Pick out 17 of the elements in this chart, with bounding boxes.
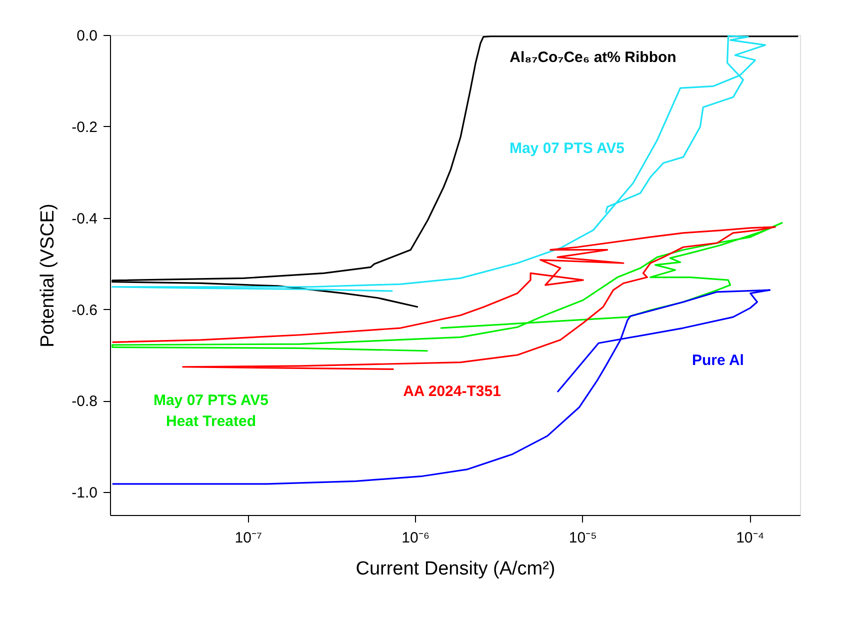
y-tick-label: -1.0 [72,484,98,502]
x-tick-label: 10⁻⁵ [568,530,597,546]
text: May 07 PTS AV5 Heat Treated [153,392,269,430]
y-tick-label: -0.2 [72,118,98,136]
y-tick-label: -0.4 [72,210,98,228]
x-axis-title: Current Density (A/cm²) [356,558,556,580]
x-tick-label: 10⁻⁷ [234,530,262,546]
x-tick-label: 10⁻⁶ [402,530,430,546]
y-tick-label: -0.8 [72,393,98,410]
series-label: Pure Al [692,352,744,369]
y-tick-label: 0.0 [76,28,98,44]
series-label: May 07 PTS AV5 [509,140,625,157]
y-tick-label: -0.6 [72,302,98,319]
series-label: Al₈₇Co₇Ce₆ at% Ribbon [510,49,676,66]
y-axis-title: Potential (VSCE) [38,204,59,348]
x-tick-label: 10⁻⁴ [736,530,764,546]
series-label: AA 2024-T351 [403,383,501,400]
